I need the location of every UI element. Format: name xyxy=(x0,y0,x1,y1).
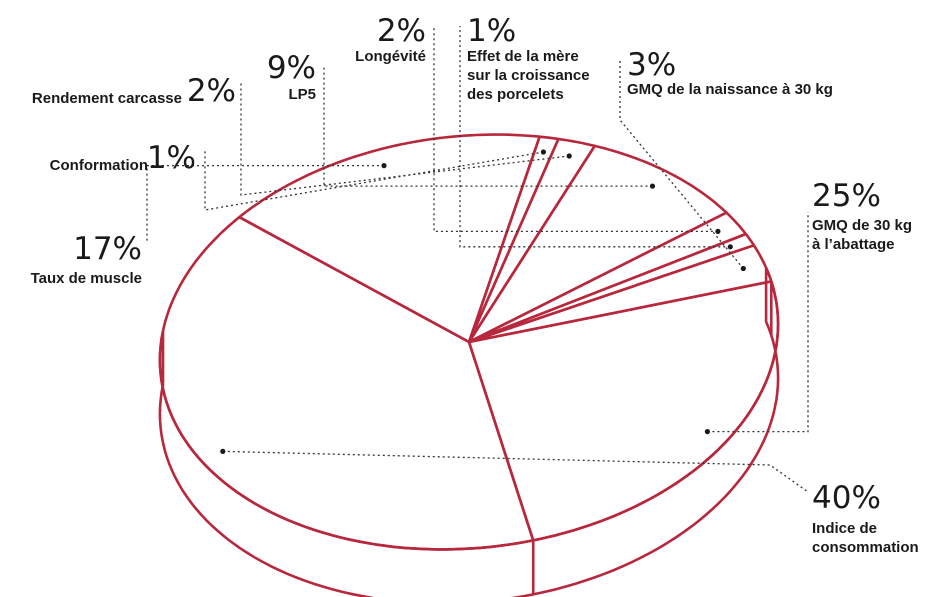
name-label-effet-mere-2: des porcelets xyxy=(467,86,564,103)
leader-dot-gmq-naissance xyxy=(740,265,746,272)
name-label-indice-consommation-0: Indice de xyxy=(812,520,877,537)
pie-top-face xyxy=(158,133,780,551)
leader-dot-longevite xyxy=(715,228,721,234)
pct-label-taux-muscle: 17% xyxy=(73,231,142,267)
name-label-gmq-naissance-0: GMQ de la naissance à 30 kg xyxy=(627,81,833,98)
pct-label-conformation: 1% xyxy=(147,140,196,176)
leader-dot-taux-muscle xyxy=(381,163,387,169)
leader-dot-indice-consommation xyxy=(220,448,226,454)
name-label-rendement-carcasse: Rendement carcasse xyxy=(32,90,182,107)
pct-label-gmq-30kg-abattage: 25% xyxy=(812,178,881,214)
pct-label-gmq-naissance: 3% xyxy=(627,47,676,83)
leader-line-gmq-30kg-abattage xyxy=(707,212,809,433)
leader-dot-effet-mere xyxy=(727,244,733,250)
leader-dot-gmq-30kg-abattage xyxy=(704,429,711,435)
pie-slice-rendement-carcasse xyxy=(467,137,596,344)
leader-line-taux-muscle xyxy=(146,164,384,242)
pie-slice-gmq-30kg-abattage xyxy=(467,280,780,542)
leader-lines xyxy=(146,26,809,493)
leader-line-conformation xyxy=(204,150,544,211)
leader-dot-lp5 xyxy=(649,183,656,189)
leader-line-longevite xyxy=(433,26,718,233)
pie-slice-lp5 xyxy=(467,144,728,344)
name-label-taux-muscle-0: Taux de muscle xyxy=(31,270,142,287)
name-label-gmq-30kg-abattage-0: GMQ de 30 kg xyxy=(812,217,912,234)
pie-slice-longevite xyxy=(467,211,748,344)
name-label-effet-mere-0: Effet de la mère xyxy=(467,48,579,65)
name-label-indice-consommation-1: consommation xyxy=(812,539,919,556)
pct-label-rendement-carcasse: 2% xyxy=(187,73,236,109)
name-label-effet-mere-1: sur la croissance xyxy=(467,67,590,84)
name-label-conformation: Conformation xyxy=(50,157,148,174)
pct-label-lp5: 9% xyxy=(267,50,316,86)
leader-line-rendement-carcasse xyxy=(240,83,570,196)
slice-labels: 25% GMQ de 30 kg à l’abattage 40% Indice de c… xyxy=(31,13,919,556)
name-label-gmq-30kg-abattage-1: à l’abattage xyxy=(812,236,895,253)
pct-label-effet-mere: 1% xyxy=(467,13,516,49)
pct-label-longevite: 2% xyxy=(377,13,426,49)
name-label-longevite-0: Longévité xyxy=(355,48,426,65)
pie-slice-indice-consommation xyxy=(158,215,535,551)
leader-dot-conformation xyxy=(540,149,547,155)
pie-slice-effet-mere xyxy=(467,232,756,344)
pct-label-indice-consommation: 40% xyxy=(812,480,881,516)
pie-slice-gmq-naissance xyxy=(467,244,773,344)
name-label-lp5-0: LP5 xyxy=(288,86,316,103)
leader-line-lp5 xyxy=(323,66,653,187)
pie-slice-taux-muscle xyxy=(238,133,541,344)
leader-line-effet-mere xyxy=(459,26,731,248)
leader-dot-rendement-carcasse xyxy=(566,153,572,159)
